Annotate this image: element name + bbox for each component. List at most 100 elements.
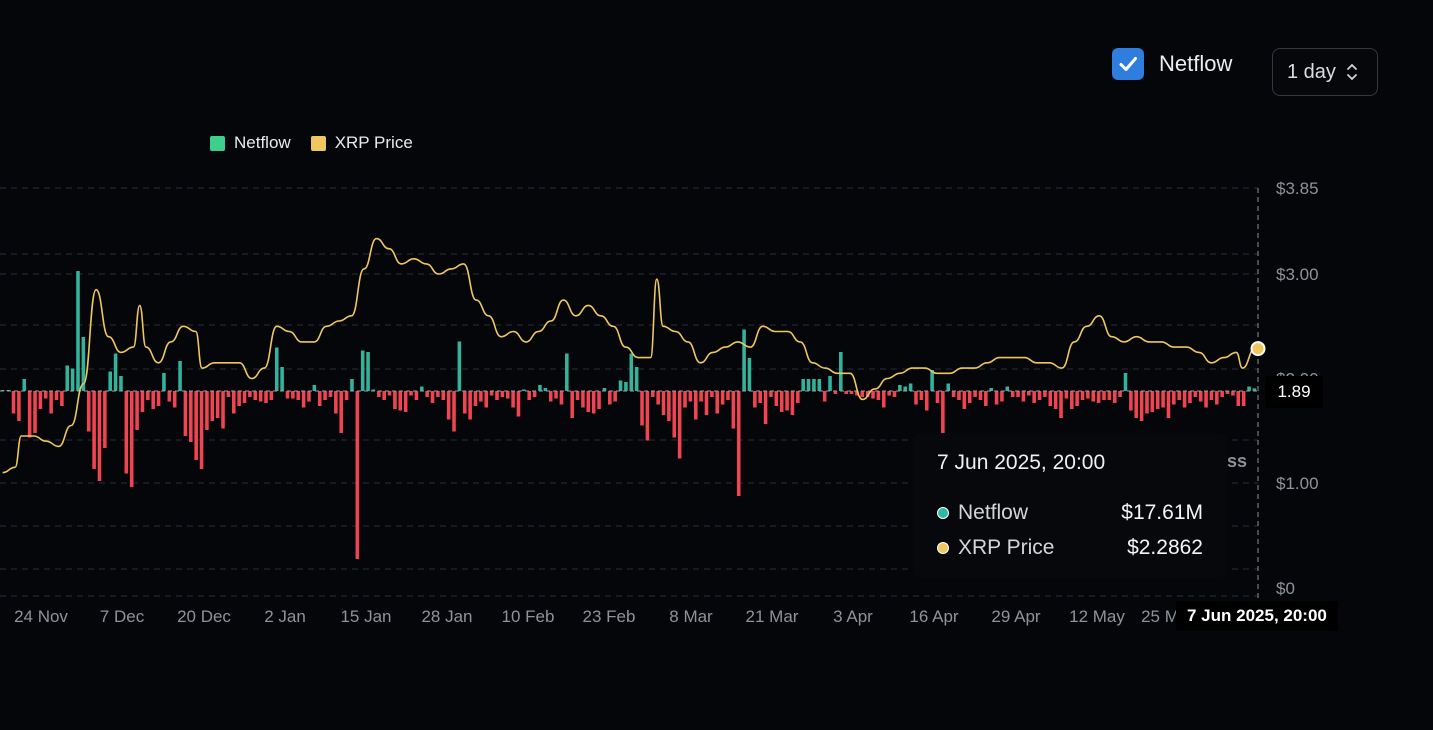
netflow-bar [231,391,236,414]
netflow-bar [484,391,489,408]
netflow-bar [876,391,881,400]
netflow-bar [1016,391,1020,397]
netflow-checkbox[interactable] [1112,48,1144,80]
legend-item-xrp-price[interactable]: XRP Price [310,133,413,153]
netflow-bar [1172,391,1176,405]
netflow-bar [414,391,419,400]
netflow-bar [253,391,258,400]
netflow-bar [274,347,279,391]
netflow-bar [162,373,166,391]
netflow-bar [183,391,188,436]
x-tick-label: 20 Dec [177,607,231,626]
x-tick-label: 12 May [1069,607,1125,626]
netflow-bar [720,391,725,405]
netflow-bar [409,391,413,396]
x-tick-label: 7 Dec [100,607,145,626]
netflow-bar [505,391,510,399]
netflow-bar [989,388,993,391]
netflow-bar [871,391,875,399]
netflow-bar [1204,391,1208,408]
legend-item-netflow[interactable]: Netflow [210,133,291,153]
netflow-bar [994,391,999,405]
netflow-bar [301,391,306,408]
netflow-bar [135,391,139,430]
netflow-bar [393,391,397,409]
netflow-bar [887,391,891,396]
x-tick-label: 2 Jan [264,607,306,626]
netflow-bar [1236,391,1241,406]
netflow-bar [763,391,768,424]
x-tick-label: 29 Apr [991,607,1040,626]
tooltip-row-xrp-price: XRP Price $2.2862 [937,536,1203,560]
netflow-bar [382,391,386,400]
netflow-bar [119,376,123,391]
netflow-bar [1225,391,1230,394]
netflow-toggle[interactable]: Netflow [1112,48,1232,80]
x-axis-ticks: 24 Nov 7 Dec 20 Dec 2 Jan 15 Jan 28 Jan 10 Feb… [14,607,1179,626]
watermark-fragment: ss [1227,451,1248,471]
netflow-bar [1215,391,1219,405]
netflow-bar [221,391,225,429]
netflow-bar [92,391,96,469]
netflow-bar [1005,386,1010,391]
netflow-bar [479,391,483,402]
netflow-bar [312,385,317,391]
netflow-bar [736,391,741,496]
netflow-bar [753,391,757,408]
netflow-bar [586,391,591,412]
netflow-bar [1048,391,1053,406]
netflow-bar [962,391,967,409]
interval-select[interactable]: 1 day [1272,48,1378,96]
netflow-bar [468,391,472,420]
y-tick-label: $3.00 [1276,265,1319,284]
netflow-bar [194,391,198,460]
netflow-bar [113,353,118,391]
netflow-bar [377,391,381,397]
netflow-bar [1053,391,1058,409]
netflow-bar [1118,391,1122,397]
netflow-bar [334,391,338,414]
netflow-bar [124,391,129,474]
netflow-bar [489,391,494,396]
netflow-bar [1086,391,1090,399]
netflow-bar [457,341,462,391]
netflow-bar [323,391,327,400]
x-tick-label: 28 Jan [421,607,472,626]
netflow-bar [941,391,945,448]
netflow-bar [11,391,16,414]
netflow-bar [146,391,150,400]
netflow-bar [436,391,440,397]
netflow-bar [33,391,37,433]
netflow-bar [129,391,134,487]
netflow-bar [296,391,301,400]
netflow-bar [500,391,505,397]
netflow-bar [462,391,467,414]
netflow-bar [248,391,252,397]
netflow-bar [1096,391,1101,403]
y-tick-label: $3.85 [1276,179,1319,198]
netflow-bar [828,376,832,391]
netflow-bar [704,391,709,415]
netflow-bar [715,391,720,414]
netflow-dot-icon [937,507,949,519]
netflow-bar [307,391,311,402]
netflow-bar [1032,391,1036,403]
netflow-bar [1231,391,1235,396]
netflow-bar [822,391,827,402]
x-tick-label: 23 Feb [583,607,636,626]
netflow-bar [1193,391,1198,397]
x-tick-label: 21 Mar [746,607,799,626]
netflow-bar [538,385,542,391]
netflow-bar [1188,391,1192,403]
netflow-bar [908,383,913,391]
netflow-bar [554,391,558,399]
checkmark-icon [1119,57,1137,71]
netflow-bar [565,353,569,391]
netflow-bar [978,391,983,400]
netflow-bar [634,367,639,391]
netflow-bar [855,391,859,396]
netflow-bar [688,391,693,402]
tooltip-value-netflow: $17.61M [1121,501,1203,524]
netflow-bar [140,391,145,412]
